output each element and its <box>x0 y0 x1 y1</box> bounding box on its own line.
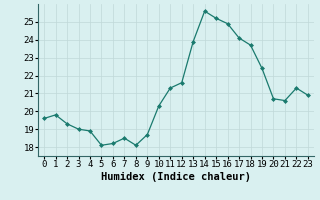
X-axis label: Humidex (Indice chaleur): Humidex (Indice chaleur) <box>101 172 251 182</box>
